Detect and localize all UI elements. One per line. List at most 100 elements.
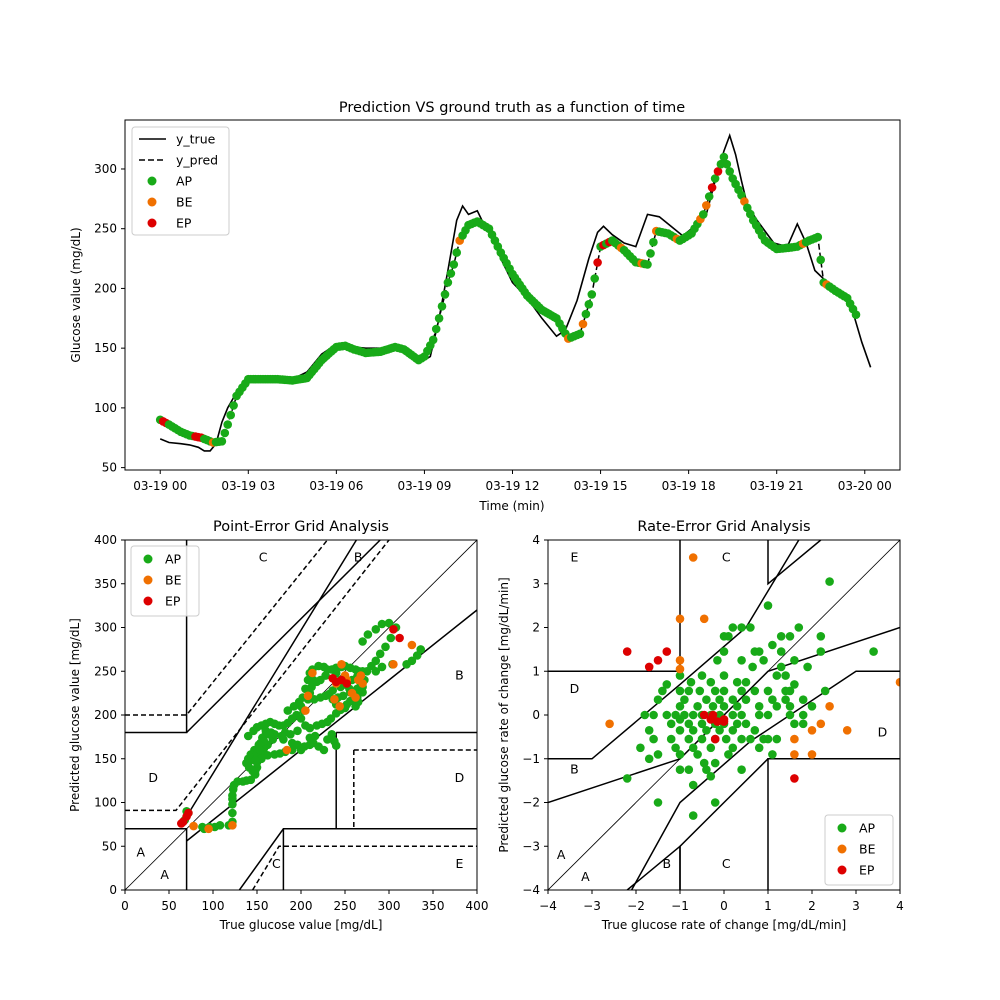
peg-ylabel: Predicted glucose value [mg/dL] bbox=[68, 618, 82, 812]
y-tick-label: 0 bbox=[109, 883, 117, 897]
zone-label: A bbox=[581, 869, 590, 884]
y-tick-label: 250 bbox=[94, 664, 117, 678]
be-point bbox=[282, 745, 292, 755]
zone-dashed-mid bbox=[125, 540, 390, 812]
ap-point bbox=[296, 714, 306, 723]
ap-point bbox=[776, 662, 786, 672]
ap-point bbox=[754, 647, 764, 656]
ap-point bbox=[702, 726, 711, 735]
be-point bbox=[204, 824, 213, 834]
zone-a-upper bbox=[185, 540, 358, 817]
ap-point bbox=[785, 632, 795, 641]
ap-point bbox=[326, 714, 336, 723]
x-tick-label: 03-19 12 bbox=[486, 479, 540, 493]
x-tick-label: 03-19 06 bbox=[309, 479, 363, 493]
ap-point bbox=[719, 647, 729, 656]
ep-marker bbox=[713, 167, 723, 176]
ap-point bbox=[296, 745, 306, 755]
be-point bbox=[842, 726, 852, 735]
ap-point bbox=[684, 734, 694, 744]
y-tick-label: 150 bbox=[94, 341, 117, 355]
x-tick-label: 0 bbox=[720, 899, 728, 913]
ap-point bbox=[724, 632, 733, 641]
x-tick-label: 3 bbox=[852, 899, 860, 913]
y-tick-label: 300 bbox=[94, 162, 117, 176]
ap-point bbox=[319, 745, 329, 755]
zone-label: B bbox=[455, 668, 464, 683]
zone-b-lower bbox=[679, 758, 769, 890]
ap-point bbox=[798, 719, 808, 729]
ap-point bbox=[254, 740, 264, 750]
be-marker bbox=[702, 201, 711, 210]
time-chart-legend: y_true y_pred AP BE EP bbox=[131, 126, 230, 236]
be-point bbox=[308, 668, 317, 678]
ap-point bbox=[772, 734, 782, 744]
be-point bbox=[351, 693, 360, 702]
y-tick-label: −1 bbox=[522, 752, 540, 766]
x-tick-label: −1 bbox=[671, 899, 689, 913]
be-point bbox=[688, 553, 698, 562]
ap-point bbox=[803, 662, 812, 672]
ap-point bbox=[384, 618, 394, 628]
ap-marker bbox=[434, 314, 444, 323]
ap-point bbox=[697, 671, 707, 680]
ap-point bbox=[702, 695, 711, 704]
x-tick-label: 100 bbox=[202, 899, 225, 913]
ap-point bbox=[710, 686, 720, 696]
time-chart-ylabel: Glucose value (mg/dL) bbox=[69, 227, 83, 362]
ap-point bbox=[737, 686, 746, 696]
ap-point bbox=[728, 623, 738, 632]
ap-point bbox=[695, 686, 705, 696]
ap-point bbox=[684, 686, 694, 696]
ap-point bbox=[407, 656, 417, 666]
ap-point bbox=[737, 765, 746, 774]
ap-point bbox=[768, 750, 777, 759]
legend-label: BE bbox=[859, 842, 876, 857]
ap-point bbox=[790, 656, 799, 665]
ap-point bbox=[293, 726, 302, 736]
ap-point bbox=[649, 734, 658, 744]
x-tick-label: 2 bbox=[808, 899, 816, 913]
zone-label: B bbox=[663, 856, 672, 871]
be-point bbox=[675, 614, 685, 624]
ap-point bbox=[763, 710, 773, 720]
x-tick-label: 50 bbox=[161, 899, 176, 913]
be-marker bbox=[578, 319, 588, 329]
legend-label: AP bbox=[176, 174, 193, 189]
ap-point bbox=[737, 656, 746, 665]
x-tick-label: 1 bbox=[764, 899, 772, 913]
legend-label: y_pred bbox=[176, 153, 218, 168]
ap-point bbox=[706, 772, 716, 781]
time-chart-frame bbox=[124, 119, 901, 471]
be-point bbox=[675, 656, 685, 665]
ep-marker bbox=[707, 183, 717, 192]
legend-marker bbox=[143, 596, 153, 606]
ap-point bbox=[750, 686, 760, 696]
legend-marker bbox=[147, 218, 157, 228]
x-tick-label: 03-20 00 bbox=[838, 479, 892, 493]
ap-marker bbox=[443, 278, 453, 287]
ap-point bbox=[706, 677, 716, 687]
legend-marker bbox=[837, 865, 847, 875]
zone-dashed-upper bbox=[125, 540, 328, 716]
ap-marker bbox=[446, 269, 456, 278]
be-point bbox=[389, 660, 398, 669]
ap-marker bbox=[851, 310, 861, 320]
be-point bbox=[335, 702, 345, 711]
ap-point bbox=[658, 686, 667, 696]
ap-point bbox=[693, 702, 702, 711]
ap-point bbox=[798, 695, 808, 704]
ap-point bbox=[785, 710, 795, 720]
ap-point bbox=[781, 671, 790, 680]
ap-point bbox=[680, 695, 689, 704]
ap-point bbox=[309, 675, 318, 685]
x-tick-label: 150 bbox=[246, 899, 269, 913]
ep-point bbox=[719, 717, 729, 726]
zone-label: B bbox=[354, 550, 363, 565]
ap-marker bbox=[719, 152, 729, 162]
ap-point bbox=[688, 811, 698, 820]
ap-point bbox=[732, 677, 742, 687]
be-point bbox=[189, 821, 198, 831]
ap-marker bbox=[575, 329, 585, 339]
ap-point bbox=[675, 671, 685, 680]
